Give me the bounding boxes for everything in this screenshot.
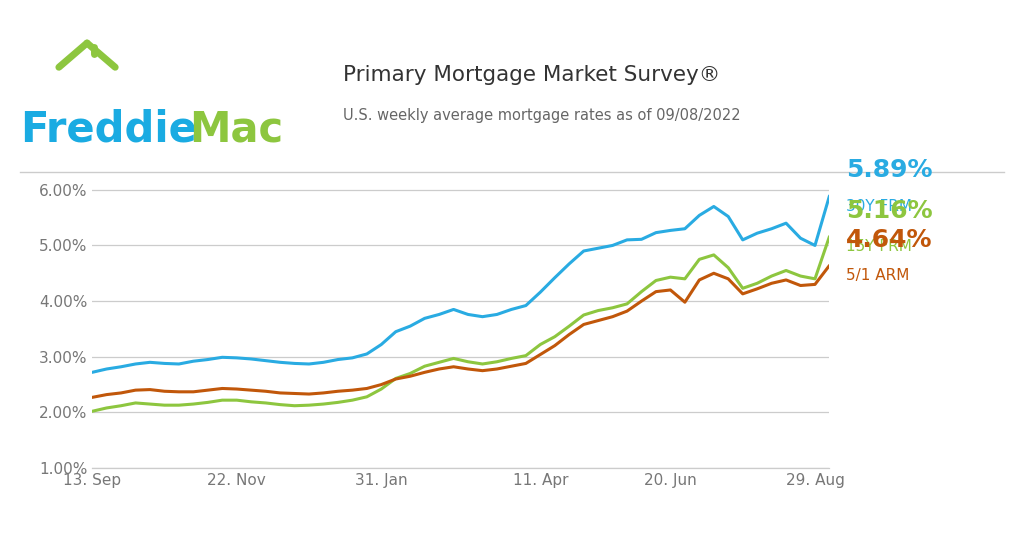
Text: 30Y FRM: 30Y FRM	[846, 199, 911, 214]
Text: Mac: Mac	[189, 109, 284, 151]
Text: 5/1 ARM: 5/1 ARM	[846, 268, 909, 283]
Text: 5.89%: 5.89%	[846, 159, 932, 182]
Text: 15Y FRM: 15Y FRM	[846, 239, 911, 254]
Text: 5.16%: 5.16%	[846, 199, 933, 223]
Text: U.S. weekly average mortgage rates as of 09/08/2022: U.S. weekly average mortgage rates as of…	[343, 108, 740, 123]
Text: Primary Mortgage Market Survey®: Primary Mortgage Market Survey®	[343, 65, 721, 84]
Text: Freddie: Freddie	[20, 109, 198, 151]
Text: 4.64%: 4.64%	[846, 228, 932, 252]
